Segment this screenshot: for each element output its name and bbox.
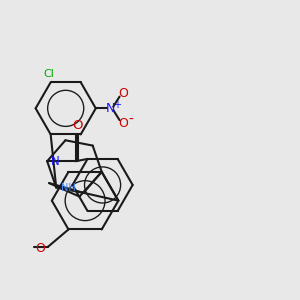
Text: Cl: Cl: [44, 68, 55, 79]
Text: +: +: [113, 100, 121, 110]
Text: N: N: [105, 102, 115, 115]
Text: O: O: [118, 87, 128, 100]
Text: O: O: [118, 117, 128, 130]
Text: O: O: [72, 119, 83, 132]
Text: -: -: [129, 113, 134, 127]
Text: N: N: [51, 155, 60, 168]
Text: NH: NH: [61, 183, 76, 193]
Text: O: O: [35, 242, 45, 255]
